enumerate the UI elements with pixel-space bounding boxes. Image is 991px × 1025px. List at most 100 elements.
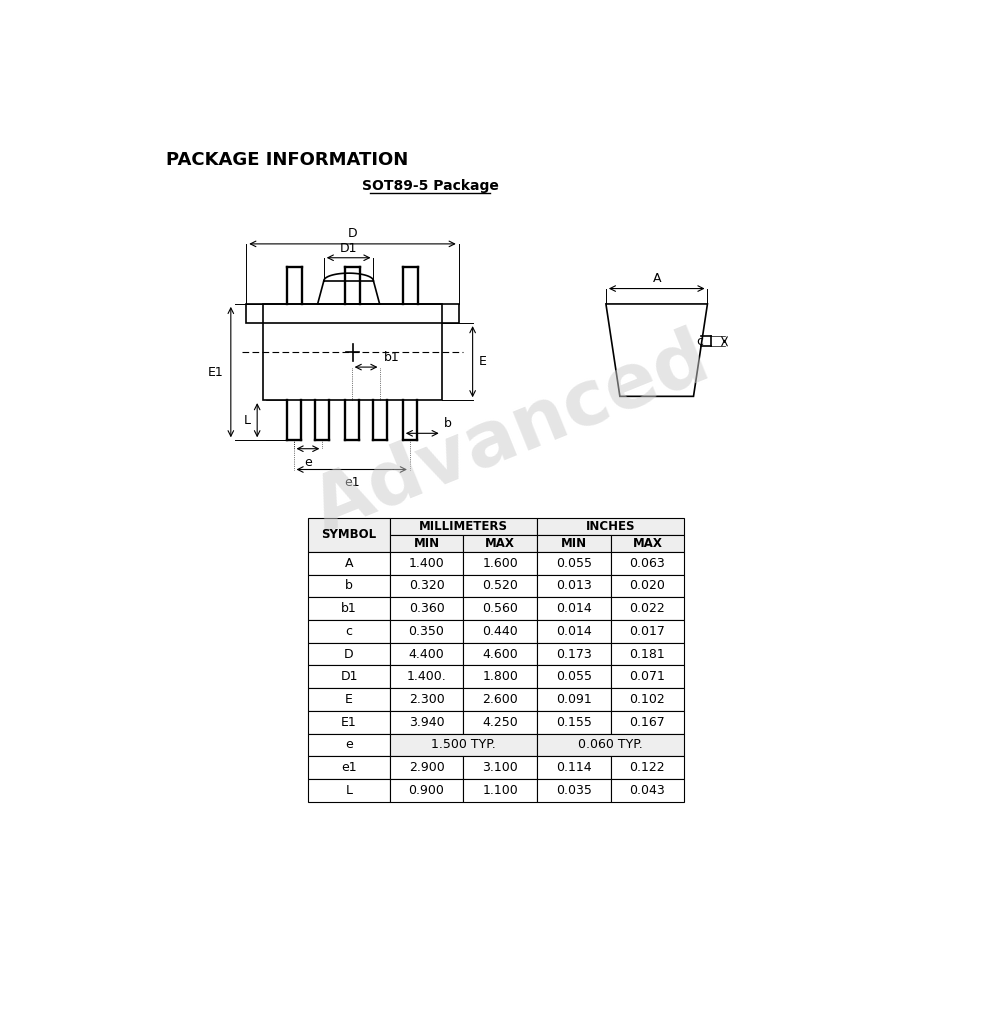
Bar: [610, 535, 684, 551]
Text: 4.600: 4.600: [483, 648, 518, 660]
Bar: [610, 551, 684, 575]
Text: A: A: [652, 272, 661, 285]
Text: 1.100: 1.100: [483, 784, 518, 796]
Text: 0.360: 0.360: [408, 602, 444, 615]
Bar: [389, 575, 464, 598]
Text: SYMBOL: SYMBOL: [321, 529, 377, 541]
Bar: [464, 779, 537, 802]
Bar: [464, 535, 537, 551]
Bar: [464, 665, 537, 688]
Bar: [610, 756, 684, 779]
Text: 1.800: 1.800: [483, 670, 518, 684]
Bar: [389, 756, 464, 779]
Text: e: e: [304, 456, 312, 468]
Bar: [537, 518, 684, 535]
Text: 0.055: 0.055: [556, 670, 592, 684]
Text: 0.013: 0.013: [556, 579, 592, 592]
Text: 0.063: 0.063: [629, 557, 665, 570]
Text: 1.400: 1.400: [408, 557, 444, 570]
Bar: [308, 711, 389, 734]
Bar: [389, 535, 464, 551]
Bar: [610, 620, 684, 643]
Bar: [464, 711, 537, 734]
Text: e1: e1: [344, 477, 360, 489]
Text: E: E: [479, 356, 487, 368]
Text: 0.102: 0.102: [629, 693, 665, 706]
Text: L: L: [244, 414, 251, 426]
Bar: [389, 598, 464, 620]
Bar: [464, 598, 537, 620]
Bar: [389, 643, 464, 665]
Bar: [389, 688, 464, 711]
Bar: [610, 779, 684, 802]
Bar: [537, 779, 610, 802]
Bar: [308, 756, 389, 779]
Text: b1: b1: [385, 351, 400, 364]
Text: MILLIMETERS: MILLIMETERS: [419, 520, 507, 533]
Text: INCHES: INCHES: [586, 520, 635, 533]
Text: 0.071: 0.071: [629, 670, 665, 684]
Bar: [464, 575, 537, 598]
Bar: [537, 665, 610, 688]
Bar: [464, 643, 537, 665]
Bar: [389, 711, 464, 734]
Text: 0.122: 0.122: [629, 762, 665, 774]
Bar: [389, 551, 464, 575]
Bar: [464, 756, 537, 779]
Text: E1: E1: [207, 366, 223, 378]
Text: D: D: [348, 228, 358, 240]
Text: MIN: MIN: [413, 537, 440, 550]
Text: 0.035: 0.035: [556, 784, 592, 796]
Text: e: e: [345, 738, 353, 751]
Bar: [610, 688, 684, 711]
Bar: [610, 643, 684, 665]
Bar: [308, 688, 389, 711]
Text: L: L: [346, 784, 353, 796]
Bar: [537, 598, 610, 620]
Bar: [308, 665, 389, 688]
Text: 3.940: 3.940: [408, 715, 444, 729]
Bar: [308, 518, 389, 551]
Bar: [389, 620, 464, 643]
Text: PACKAGE INFORMATION: PACKAGE INFORMATION: [166, 152, 408, 169]
Text: 0.060 TYP.: 0.060 TYP.: [578, 738, 643, 751]
Bar: [308, 734, 389, 756]
Bar: [308, 598, 389, 620]
Bar: [537, 711, 610, 734]
Text: D1: D1: [340, 242, 358, 254]
Text: 0.900: 0.900: [408, 784, 444, 796]
Bar: [537, 575, 610, 598]
Text: c: c: [346, 625, 353, 638]
Text: MIN: MIN: [561, 537, 587, 550]
Text: 4.250: 4.250: [483, 715, 518, 729]
Text: E1: E1: [341, 715, 357, 729]
Bar: [464, 688, 537, 711]
Bar: [389, 779, 464, 802]
Bar: [464, 551, 537, 575]
Text: 0.017: 0.017: [629, 625, 665, 638]
Text: 0.155: 0.155: [556, 715, 592, 729]
Text: 0.167: 0.167: [629, 715, 665, 729]
Bar: [610, 711, 684, 734]
Bar: [464, 620, 537, 643]
Bar: [308, 779, 389, 802]
Text: 1.600: 1.600: [483, 557, 518, 570]
Bar: [610, 665, 684, 688]
Bar: [610, 598, 684, 620]
Text: 0.320: 0.320: [408, 579, 444, 592]
Bar: [537, 620, 610, 643]
Text: 3.100: 3.100: [483, 762, 518, 774]
Bar: [308, 620, 389, 643]
Bar: [537, 643, 610, 665]
Text: 0.022: 0.022: [629, 602, 665, 615]
Text: b1: b1: [341, 602, 357, 615]
Text: 4.400: 4.400: [408, 648, 444, 660]
Text: MAX: MAX: [486, 537, 515, 550]
Text: 0.014: 0.014: [556, 625, 592, 638]
Text: 1.500 TYP.: 1.500 TYP.: [431, 738, 496, 751]
Bar: [537, 734, 684, 756]
Text: 2.600: 2.600: [483, 693, 518, 706]
Text: 0.014: 0.014: [556, 602, 592, 615]
Text: D: D: [344, 648, 354, 660]
Bar: [610, 575, 684, 598]
